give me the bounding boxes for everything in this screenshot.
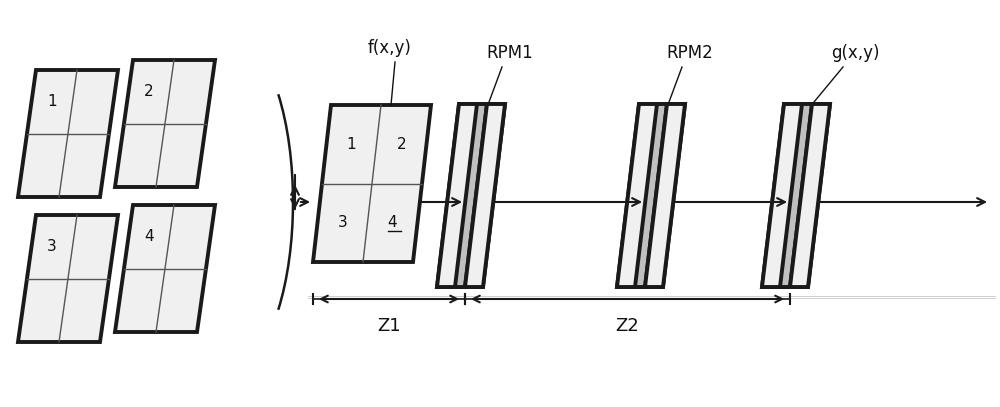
Text: 4: 4 — [388, 215, 397, 230]
Polygon shape — [617, 104, 657, 287]
Polygon shape — [313, 105, 431, 262]
Text: Z2: Z2 — [616, 317, 639, 335]
Polygon shape — [18, 215, 118, 342]
Polygon shape — [115, 205, 215, 332]
Polygon shape — [115, 60, 215, 187]
Text: f(x,y): f(x,y) — [368, 39, 412, 57]
Text: 3: 3 — [47, 239, 57, 254]
Polygon shape — [762, 104, 802, 287]
Text: g(x,y): g(x,y) — [831, 44, 879, 62]
Text: 2: 2 — [397, 137, 406, 152]
Text: 1: 1 — [47, 94, 57, 109]
Polygon shape — [437, 104, 487, 287]
Polygon shape — [645, 104, 685, 287]
Text: 1: 1 — [347, 137, 356, 152]
Polygon shape — [780, 104, 830, 287]
Text: 4: 4 — [144, 229, 154, 244]
Text: RPM2: RPM2 — [667, 44, 713, 62]
Text: Z1: Z1 — [377, 317, 401, 335]
Polygon shape — [762, 104, 812, 287]
Polygon shape — [635, 104, 685, 287]
Text: 3: 3 — [338, 215, 347, 230]
Text: RPM1: RPM1 — [487, 44, 533, 62]
Polygon shape — [617, 104, 667, 287]
Polygon shape — [790, 104, 830, 287]
Polygon shape — [18, 70, 118, 197]
Text: 2: 2 — [144, 84, 154, 99]
Polygon shape — [465, 104, 505, 287]
Polygon shape — [455, 104, 505, 287]
Polygon shape — [437, 104, 477, 287]
